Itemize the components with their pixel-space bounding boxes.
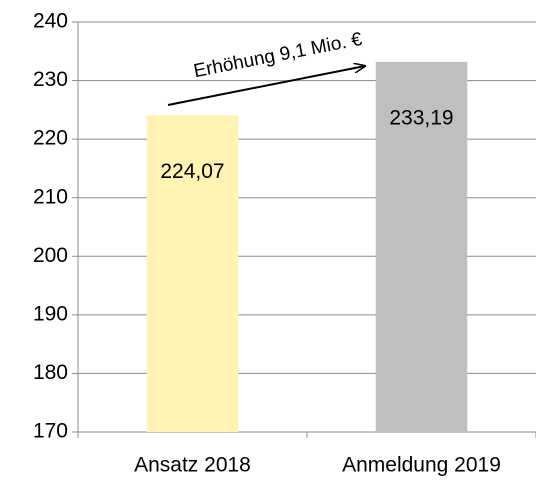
- y-tick-label: 170: [33, 420, 68, 443]
- y-tick-label: 210: [33, 185, 68, 208]
- y-tick-label: 190: [33, 302, 68, 325]
- y-tick-label: 180: [33, 361, 68, 384]
- bar: [146, 115, 239, 432]
- annotation: Erhöhung 9,1 Mio. €: [192, 29, 364, 82]
- y-tick-label: 200: [33, 244, 68, 267]
- value-label: 233,19: [389, 106, 453, 129]
- y-tick-label: 220: [33, 127, 68, 150]
- bar: [375, 61, 468, 432]
- x-tick-label: Anmeldung 2019: [342, 454, 501, 477]
- y-tick-label: 230: [33, 68, 68, 91]
- x-tick-label: Ansatz 2018: [134, 454, 251, 477]
- y-tick-label: 240: [33, 10, 68, 33]
- arrow: [167, 66, 365, 106]
- value-label: 224,07: [160, 160, 224, 183]
